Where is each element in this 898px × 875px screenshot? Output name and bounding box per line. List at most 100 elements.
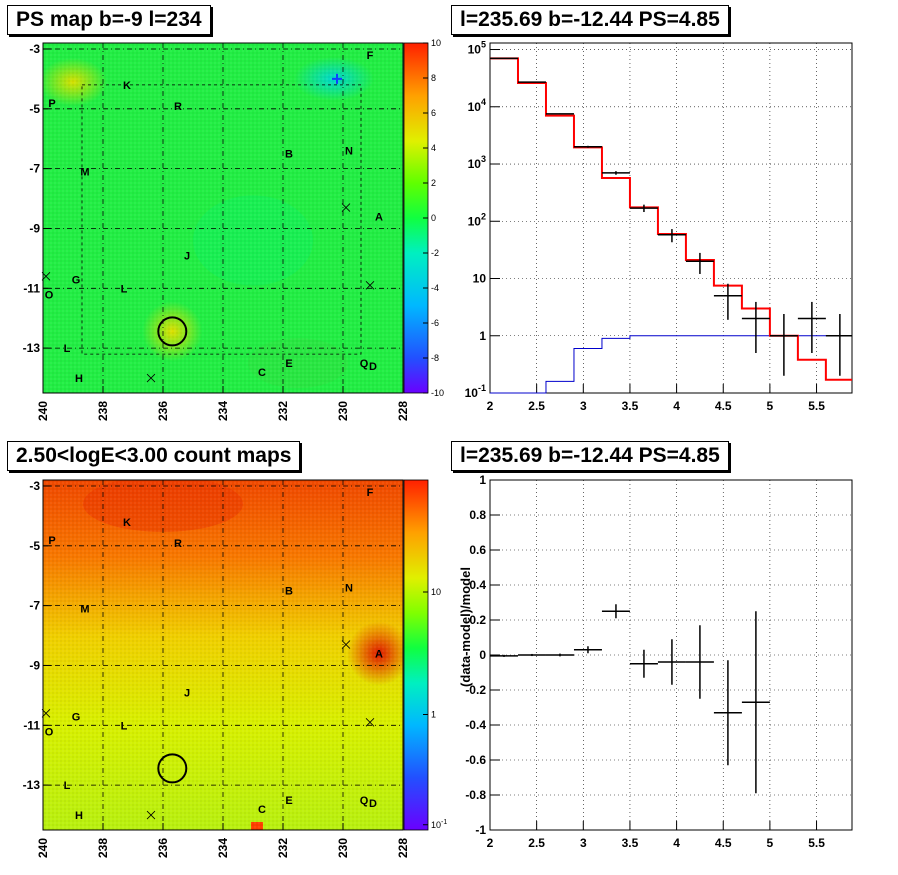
source-label-d: D — [369, 361, 377, 373]
source-label-a: A — [375, 212, 383, 224]
selected-source-circle — [157, 316, 188, 347]
spectrum-title: l=235.69 b=-12.44 PS=4.85 — [451, 5, 729, 35]
x-tick-label: 236 — [156, 838, 170, 858]
y-tick-label: 10 — [473, 272, 487, 286]
source-label-p: P — [48, 535, 55, 547]
y-axis-label: (data-model)/model — [458, 567, 473, 687]
source-label-o: O — [45, 726, 54, 738]
source-label-q: Q — [360, 358, 369, 370]
x-tick-label: 234 — [216, 401, 230, 421]
y-tick-label: 1 — [479, 329, 486, 343]
y-tick-label: -5 — [29, 539, 40, 553]
colorbar-tick-label: 8 — [431, 73, 436, 83]
y-tick-label: -13 — [23, 341, 41, 355]
x-tick-label: 4.5 — [715, 399, 732, 413]
x-tick-label: 3 — [580, 836, 587, 850]
source-label-n: N — [345, 146, 353, 158]
colorbar-tick-label: 6 — [431, 108, 436, 118]
spectrum-panel: 10-1 1 10 102 103 104 105 2 2.5 3 3.5 4 4.5 5 5.5 — [465, 40, 853, 413]
count-map-panel: F K P R B N M A J G L O L H C E Q D 240 238 236 234 232 230 228 -… — [23, 479, 448, 858]
colorbar-tick-label: -4 — [431, 283, 439, 293]
source-label-e: E — [285, 358, 292, 370]
y-tick-label: 10-1 — [465, 383, 486, 400]
source-label-k: K — [123, 80, 131, 92]
colorbar-tick-label: -2 — [431, 248, 439, 258]
source-label-d: D — [369, 798, 377, 810]
source-label-j: J — [184, 250, 190, 262]
source-label-j: J — [184, 687, 190, 699]
x-tick-label: 3.5 — [622, 399, 639, 413]
source-label-b: B — [285, 149, 293, 161]
x-tick-label: 230 — [336, 401, 350, 421]
x-tick-label: 228 — [396, 838, 410, 858]
y-tick-label: 0.6 — [469, 543, 486, 557]
colorbar-tick-label: 10-1 — [431, 819, 447, 830]
x-tick-label: 4 — [673, 836, 680, 850]
source-label-b: B — [285, 586, 293, 598]
source-label-c: C — [258, 367, 266, 379]
source-cross — [341, 203, 351, 212]
residual-title: l=235.69 b=-12.44 PS=4.85 — [451, 441, 729, 471]
y-tick-label: 102 — [468, 211, 486, 228]
source-cross — [365, 281, 375, 290]
x-tick-label: 5 — [767, 836, 774, 850]
source-label-n: N — [345, 583, 353, 595]
colorbar — [403, 479, 429, 831]
x-tick-label: 234 — [216, 838, 230, 858]
x-tick-label: 2 — [487, 836, 494, 850]
y-tick-label: 1 — [479, 473, 486, 487]
y-tick-label: 103 — [468, 154, 486, 171]
x-tick-label: 228 — [396, 401, 410, 421]
source-cross — [146, 810, 156, 820]
source-label-h: H — [75, 373, 83, 385]
y-tick-label: -3 — [29, 479, 40, 493]
y-tick-label: -9 — [29, 658, 40, 672]
source-label-g: G — [72, 711, 81, 723]
y-tick-label: -5 — [29, 102, 40, 116]
y-tick-label: -7 — [29, 162, 40, 176]
ps-map-title: PS map b=-9 l=234 — [7, 5, 211, 35]
y-tick-label: -1 — [475, 823, 486, 837]
y-tick-label: 0.2 — [469, 613, 486, 627]
y-tick-label: -3 — [29, 42, 40, 56]
x-tick-label: 240 — [36, 838, 50, 858]
x-tick-label: 236 — [156, 401, 170, 421]
y-tick-label: -11 — [23, 281, 40, 295]
count-map-title: 2.50<logE<3.00 count maps — [7, 441, 301, 471]
x-tick-label: 3 — [580, 399, 587, 413]
source-label-a: A — [375, 649, 383, 661]
x-tick-label: 238 — [96, 401, 110, 421]
source-label-f: F — [367, 487, 374, 499]
y-tick-label: 0.8 — [469, 508, 486, 522]
colorbar-tick-label: -8 — [431, 353, 439, 363]
y-tick-label: -13 — [23, 778, 41, 792]
max-ts-marker — [332, 73, 342, 84]
y-tick-label: -0.4 — [465, 718, 486, 732]
x-tick-label: 4 — [673, 399, 680, 413]
x-tick-label: 232 — [276, 401, 290, 421]
x-tick-label: 2.5 — [528, 836, 545, 850]
source-label-l: L — [64, 343, 71, 355]
x-tick-label: 240 — [36, 401, 50, 421]
colorbar-tick-label: 10 — [431, 587, 441, 597]
y-tick-label: -0.6 — [465, 753, 486, 767]
x-tick-label: 4.5 — [715, 836, 732, 850]
source-cross — [146, 373, 156, 383]
source-label-g: G — [72, 274, 81, 286]
source-label-k: K — [123, 517, 131, 529]
source-label-o: O — [45, 289, 54, 301]
x-tick-label: 2 — [487, 399, 494, 413]
y-tick-label: -0.8 — [465, 788, 486, 802]
colorbar-tick-label: -10 — [431, 388, 444, 398]
spectrum-frame — [489, 42, 853, 394]
source-label-r: R — [174, 101, 182, 113]
source-label-r: R — [174, 538, 182, 550]
source-cross — [41, 272, 51, 281]
source-label-m: M — [80, 604, 89, 616]
source-label-h: H — [75, 810, 83, 822]
x-tick-label: 5 — [767, 399, 774, 413]
colorbar-tick-label: -6 — [431, 318, 439, 328]
map-image-0 — [43, 43, 403, 393]
